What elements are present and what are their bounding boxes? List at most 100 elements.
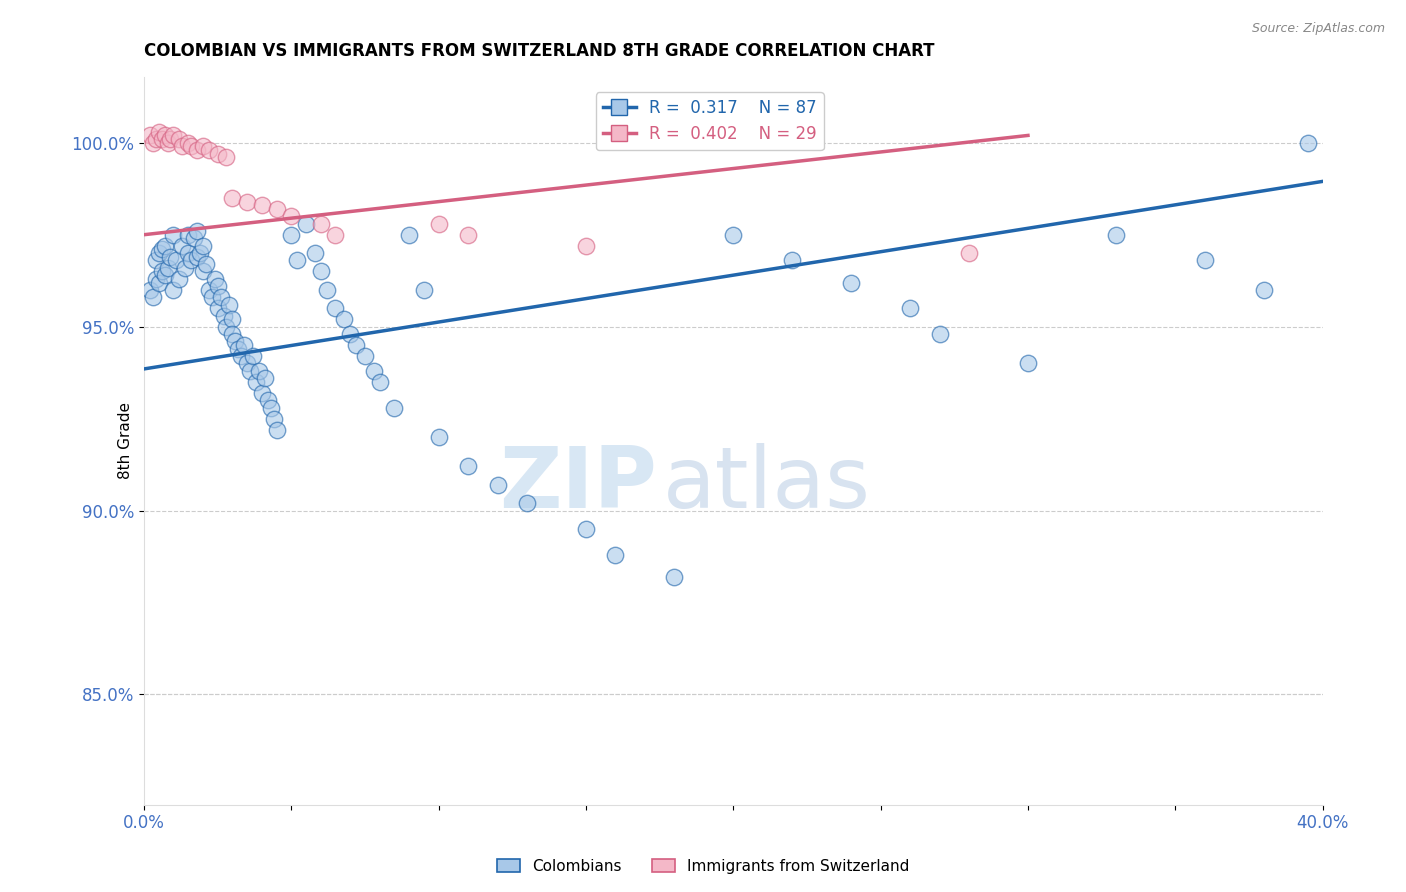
Point [280,227,302,242]
Point [177,136,200,150]
Point [139,128,162,143]
Point [928,326,950,341]
Point [186,143,208,157]
Point [412,283,434,297]
Point [150,264,173,278]
Point [162,283,184,297]
Point [233,338,256,352]
Point [207,279,229,293]
Point [142,290,165,304]
Point [245,375,267,389]
Point [236,356,259,370]
Point [165,253,187,268]
Point [145,253,167,268]
Point [295,217,318,231]
Point [363,364,385,378]
Text: ZIP: ZIP [499,442,657,525]
Point [1253,283,1275,297]
Point [1296,136,1319,150]
Point [218,297,240,311]
Point [231,349,253,363]
Point [309,264,332,278]
Point [148,276,170,290]
Point [304,246,326,260]
Legend: R =  0.317    N = 87, R =  0.402    N = 29: R = 0.317 N = 87, R = 0.402 N = 29 [596,92,824,150]
Point [266,202,288,216]
Point [180,253,202,268]
Point [575,238,598,252]
Point [212,309,235,323]
Text: atlas: atlas [662,442,870,525]
Point [156,136,179,150]
Point [159,250,181,264]
Point [384,401,406,415]
Point [215,319,238,334]
Point [191,139,214,153]
Point [398,227,420,242]
Point [188,246,211,260]
Point [309,217,332,231]
Point [427,430,450,444]
Point [325,227,347,242]
Point [957,246,980,260]
Point [207,301,229,316]
Point [145,132,167,146]
Point [780,253,803,268]
Point [427,217,450,231]
Point [224,334,246,349]
Point [344,338,367,352]
Point [339,326,361,341]
Point [1105,227,1128,242]
Point [575,522,598,536]
Point [172,139,194,153]
Point [191,264,214,278]
Point [250,198,273,212]
Point [186,224,208,238]
Point [145,272,167,286]
Point [239,364,262,378]
Point [723,227,745,242]
Point [247,364,270,378]
Point [172,238,194,252]
Point [266,423,288,437]
Legend: Colombians, Immigrants from Switzerland: Colombians, Immigrants from Switzerland [491,853,915,880]
Point [153,238,176,252]
Point [197,283,219,297]
Point [280,210,302,224]
Point [253,371,276,385]
Point [177,227,200,242]
Point [256,393,278,408]
Point [148,125,170,139]
Point [186,250,208,264]
Text: COLOMBIAN VS IMMIGRANTS FROM SWITZERLAND 8TH GRADE CORRELATION CHART: COLOMBIAN VS IMMIGRANTS FROM SWITZERLAND… [143,42,935,60]
Point [153,268,176,282]
Point [839,276,862,290]
Point [183,231,205,245]
Point [486,477,509,491]
Point [162,128,184,143]
Point [516,496,538,510]
Point [1017,356,1039,370]
Point [209,290,232,304]
Point [174,260,197,275]
Point [153,128,176,143]
Point [148,246,170,260]
Point [159,132,181,146]
Point [207,146,229,161]
Point [194,257,217,271]
Point [169,272,191,286]
Point [226,342,249,356]
Point [180,139,202,153]
Point [191,238,214,252]
Point [260,401,283,415]
Point [139,283,162,297]
Point [236,194,259,209]
Point [197,143,219,157]
Point [215,151,238,165]
Point [162,227,184,242]
Point [201,290,224,304]
Point [325,301,347,316]
Point [315,283,337,297]
Point [150,243,173,257]
Point [354,349,377,363]
